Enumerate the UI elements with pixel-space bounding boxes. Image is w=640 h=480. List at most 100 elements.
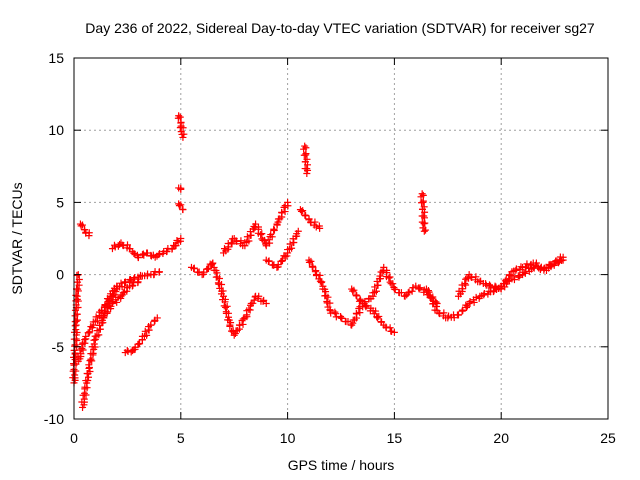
data-point <box>423 288 431 296</box>
data-point <box>422 226 430 234</box>
data-point <box>177 201 185 209</box>
data-point <box>297 207 305 215</box>
data-point <box>502 275 510 283</box>
data-point <box>179 133 187 141</box>
data-point <box>143 331 151 339</box>
data-point <box>266 239 274 247</box>
data-point <box>73 329 81 337</box>
data-point <box>281 208 289 216</box>
data-point <box>520 268 528 276</box>
data-point <box>284 198 292 206</box>
data-point <box>480 291 488 299</box>
data-point <box>311 218 319 226</box>
data-point <box>209 260 217 268</box>
data-point <box>417 193 425 201</box>
data-point <box>374 314 382 322</box>
data-point <box>122 279 130 287</box>
data-point <box>420 220 428 228</box>
data-point <box>77 222 85 230</box>
data-point <box>190 265 198 273</box>
data-point <box>352 292 360 300</box>
data-point <box>338 314 346 322</box>
data-point <box>172 242 180 250</box>
data-point <box>117 279 125 287</box>
data-point <box>408 287 416 295</box>
data-point <box>506 271 514 279</box>
data-point <box>344 317 352 325</box>
data-point <box>270 226 278 234</box>
y-tick-label: 5 <box>56 194 64 210</box>
data-point <box>374 281 382 289</box>
data-point <box>96 325 104 333</box>
data-point <box>362 303 370 311</box>
data-point <box>491 282 499 290</box>
data-point <box>257 231 265 239</box>
data-point <box>426 293 434 301</box>
data-point <box>245 237 253 245</box>
data-point <box>301 211 309 219</box>
chart-title: Day 236 of 2022, Sidereal Day-to-day VTE… <box>85 20 595 36</box>
data-point <box>118 283 126 291</box>
data-point <box>119 289 127 297</box>
data-point <box>223 302 231 310</box>
data-point <box>86 357 94 365</box>
data-point <box>468 273 476 281</box>
data-point <box>222 309 230 317</box>
data-point <box>81 336 89 344</box>
data-point <box>385 274 393 282</box>
data-point <box>270 225 278 233</box>
data-point <box>155 251 163 259</box>
data-point <box>279 256 287 264</box>
data-point <box>95 331 103 339</box>
data-point <box>482 280 490 288</box>
data-point <box>110 241 118 249</box>
x-axis-label: GPS time / hours <box>288 457 395 473</box>
data-point <box>521 269 529 277</box>
data-point <box>454 311 462 319</box>
data-point <box>552 257 560 265</box>
data-point <box>173 236 181 244</box>
data-point <box>77 350 85 358</box>
data-point <box>141 327 149 335</box>
data-point <box>401 292 409 300</box>
y-tick-label: 15 <box>48 50 64 66</box>
plot-frame <box>73 57 609 420</box>
data-point <box>73 292 81 300</box>
data-point <box>179 206 187 214</box>
x-tick-label: 15 <box>387 430 403 446</box>
axis-ticks: 0 5 10 15 20 25 -10 -5 0 5 10 15 <box>44 50 616 446</box>
data-point <box>300 151 308 159</box>
data-point <box>267 231 275 239</box>
data-point <box>75 275 83 283</box>
data-point <box>386 324 394 332</box>
data-point <box>245 305 253 313</box>
data-point <box>405 288 413 296</box>
data-point <box>290 239 298 247</box>
data-point <box>243 233 251 241</box>
data-point <box>226 322 234 330</box>
data-point <box>501 283 509 291</box>
data-point <box>321 292 329 300</box>
data-point <box>542 263 550 271</box>
data-point <box>283 252 291 260</box>
data-point <box>312 223 320 231</box>
data-point <box>415 285 423 293</box>
data-point <box>134 254 142 262</box>
data-point <box>281 253 289 261</box>
data-point <box>356 309 364 317</box>
data-point <box>331 308 339 316</box>
x-tick-label: 5 <box>177 430 185 446</box>
data-point <box>304 166 312 174</box>
data-point <box>316 271 324 279</box>
x-tick-label: 10 <box>280 430 296 446</box>
data-point <box>180 130 188 138</box>
data-point <box>104 299 112 307</box>
data-point <box>247 300 255 308</box>
data-point <box>155 268 163 276</box>
data-point <box>476 278 484 286</box>
data-point <box>472 293 480 301</box>
data-point <box>116 240 124 248</box>
data-point <box>459 307 467 315</box>
data-point <box>559 253 567 261</box>
data-point <box>119 242 127 250</box>
